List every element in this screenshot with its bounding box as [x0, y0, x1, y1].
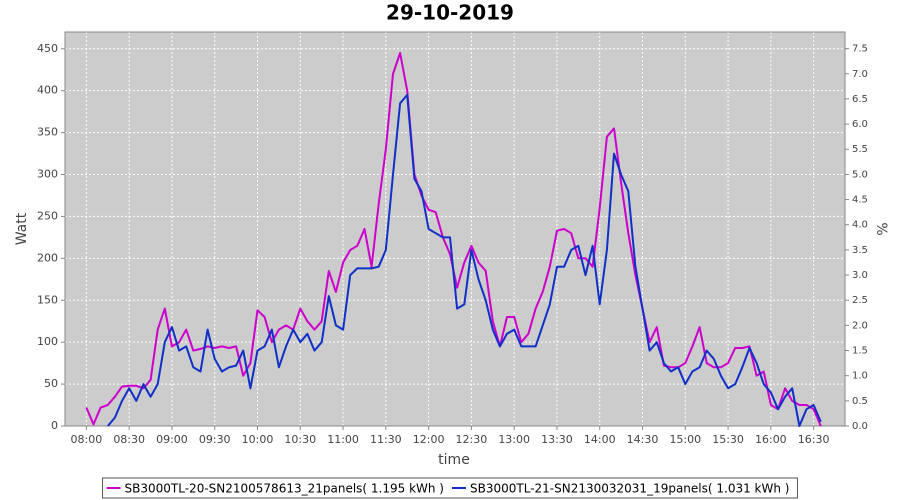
y-tick-label: 0 [51, 419, 58, 432]
y-tick-label: 200 [37, 251, 58, 264]
y2-tick-label: 7.5 [852, 44, 868, 55]
y2-tick-label: 4.5 [852, 195, 868, 206]
x-tick-label: 10:30 [284, 433, 316, 446]
x-tick-label: 16:00 [755, 433, 787, 446]
x-tick-label: 15:00 [669, 433, 701, 446]
y2-tick-label: 0.0 [852, 421, 868, 432]
x-tick-label: 13:00 [498, 433, 530, 446]
y-axis-label: Watt [14, 212, 30, 245]
y2-tick-label: 2.0 [852, 320, 868, 331]
series-line [107, 93, 822, 427]
x-axis-label: time [438, 452, 470, 468]
y-tick-label: 350 [37, 126, 58, 139]
y-tick-label: 250 [37, 209, 58, 222]
x-tick-label: 12:30 [456, 433, 488, 446]
y2-tick-label: 5.0 [852, 169, 868, 180]
x-tick-label: 11:30 [370, 433, 402, 446]
chart-title: 29-10-2019 [386, 1, 514, 25]
y2-tick-label: 0.5 [852, 396, 868, 407]
legend-box [102, 477, 798, 499]
y2-tick-label: 5.5 [852, 144, 868, 155]
y2-tick-label: 3.0 [852, 270, 868, 281]
y2-tick-label: 1.0 [852, 371, 868, 382]
x-tick-label: 09:00 [156, 433, 188, 446]
y-tick-label: 400 [37, 84, 58, 97]
y-tick-label: 450 [37, 42, 58, 55]
y2-tick-label: 3.5 [852, 245, 868, 256]
x-tick-label: 12:00 [413, 433, 445, 446]
y-tick-label: 50 [44, 377, 58, 390]
legend-label: SB3000TL-21-SN2130032031_19panels( 1.031… [470, 482, 789, 496]
x-tick-label: 15:30 [712, 433, 744, 446]
y-tick-label: 100 [37, 335, 58, 348]
x-tick-label: 09:30 [199, 433, 231, 446]
legend-label: SB3000TL-20-SN2100578613_21panels( 1.195… [125, 482, 444, 496]
x-tick-label: 14:00 [584, 433, 616, 446]
x-tick-label: 14:30 [627, 433, 659, 446]
y-tick-label: 150 [37, 293, 58, 306]
x-tick-label: 13:30 [541, 433, 573, 446]
x-tick-label: 10:00 [242, 433, 274, 446]
y2-tick-label: 2.5 [852, 295, 868, 306]
x-tick-label: 16:30 [798, 433, 830, 446]
y2-tick-label: 7.0 [852, 69, 868, 80]
x-tick-label: 08:00 [71, 433, 103, 446]
y2-tick-label: 1.5 [852, 346, 868, 357]
x-tick-label: 08:30 [113, 433, 145, 446]
y2-tick-label: 4.0 [852, 220, 868, 231]
plot-border [64, 31, 846, 427]
y2-axis-label: % [873, 222, 889, 235]
y2-tick-label: 6.0 [852, 119, 868, 130]
y-tick-label: 300 [37, 168, 58, 181]
y2-tick-label: 6.5 [852, 94, 868, 105]
x-tick-label: 11:00 [327, 433, 359, 446]
